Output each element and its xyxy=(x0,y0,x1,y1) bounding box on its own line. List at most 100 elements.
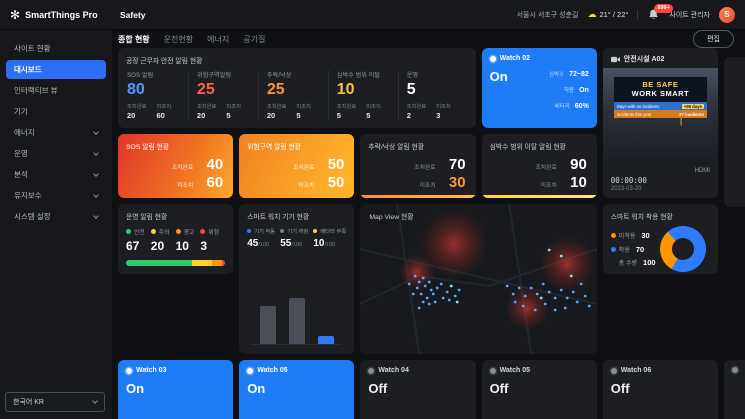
cctv-time: 00:00:00 xyxy=(610,176,647,185)
sidebar-item-system-settings[interactable]: 시스템 설정 xyxy=(6,207,106,226)
stat-label: 추락/낙상 xyxy=(266,72,292,79)
card-watch-list-item[interactable]: Watch 05 Off xyxy=(481,360,597,419)
sidebar-item-dashboard[interactable]: 대시보드 xyxy=(6,60,106,79)
map-canvas[interactable] xyxy=(360,204,597,354)
chevron-down-icon xyxy=(93,128,99,135)
sub-label: 미조치 xyxy=(366,104,381,110)
card-title: SOS 알림 현황 xyxy=(126,144,170,151)
camera-icon xyxy=(610,56,620,62)
stat-subs: 조치완료 5 미조치 5 xyxy=(337,102,390,120)
brand-name: SmartThings Pro xyxy=(25,9,98,20)
language-select-value: 한국어 KR xyxy=(13,399,44,406)
tab-overall-status[interactable]: 종합 현황 xyxy=(118,34,150,44)
card-watch-list-item[interactable]: Watch 06 Off xyxy=(602,360,718,419)
sidebar-item-devices[interactable]: 기기 xyxy=(6,102,106,121)
stat-label: 심박수 범위 이탈 xyxy=(336,72,381,79)
card-watch-list-item[interactable]: Watch 03 On xyxy=(118,360,234,419)
stat-subs: 조치완료 20 미조치 5 xyxy=(197,102,250,120)
tab-air-quality[interactable]: 공기질 xyxy=(243,34,266,44)
stat-rows: 조치완료 90 미조치 10 xyxy=(535,157,586,190)
stat-value: 5 xyxy=(406,81,416,98)
card-title: 운영 알림 현황 xyxy=(126,214,168,221)
card-watch-list-item-partial[interactable] xyxy=(723,360,745,419)
card-watch-02[interactable]: Watch 02 On 심박수 72~82 착용 On 배터리 60% xyxy=(481,48,597,128)
stat-total: /100 xyxy=(291,242,303,248)
card-danger-zone-alerts: 위험구역 알림 현황 조치완료 50 미조치 50 xyxy=(239,134,355,198)
tab-operation-status[interactable]: 운전현황 xyxy=(163,34,194,44)
card-cctv[interactable]: 안전시설 A02 BE SAFE WORK SMART xyxy=(602,48,718,198)
sidebar-item-label: 운영 xyxy=(14,149,28,158)
stat-subs: 조치완료 2 미조치 3 xyxy=(407,102,460,120)
legend-dot-icon xyxy=(150,229,156,234)
operation-bar-segment xyxy=(212,260,223,266)
stat-label: 미조치 xyxy=(298,183,315,189)
sidebar-item-site-status[interactable]: 사이트 현황 xyxy=(6,39,106,58)
legend-item-warning: 경고 10 xyxy=(175,227,201,253)
legend-value: 3 xyxy=(200,239,208,253)
sidebar-item-label: 에너지 xyxy=(14,128,35,137)
operation-legend: 안전 67 주의 20 경고 10 위험 3 xyxy=(126,227,225,253)
watch-state: On xyxy=(126,381,145,396)
notification-badge: 999+ xyxy=(654,4,673,13)
stat-label: 조치완료 xyxy=(535,165,557,171)
cctv-date: 2023-03-20 xyxy=(610,186,642,192)
sign-strip-incidents: Incidents this year 27 incidents xyxy=(613,110,707,118)
stat-label: 위험구역알림 xyxy=(196,72,232,79)
stat-total: /100 xyxy=(324,242,336,248)
card-watch-list-item[interactable]: Watch 04 Off xyxy=(360,360,476,419)
legend-item-danger: 위험 3 xyxy=(200,227,225,253)
stat-total: /100 xyxy=(258,242,270,248)
card-title: 추락/낙상 알림 현황 xyxy=(368,144,425,151)
device-stat-on: 기기 작동 45/100 xyxy=(247,227,280,249)
stat-label: 미조치 xyxy=(419,183,436,189)
sidebar-item-interactive-view[interactable]: 인터랙티브 뷰 xyxy=(6,81,106,100)
cctv-video-feed: BE SAFE WORK SMART Days with no incident… xyxy=(602,68,718,164)
notifications-button[interactable]: 999+ xyxy=(647,4,673,21)
language-select[interactable]: 한국어 KR xyxy=(5,392,105,412)
card-map-view: Map View 현황 xyxy=(360,204,597,354)
overview-stat-sos: SOS 알림 80 조치완료 20 미조치 60 xyxy=(126,70,188,120)
stat-value: 10 xyxy=(336,81,355,98)
card-watch-list-item[interactable]: Watch 05 On xyxy=(239,360,355,419)
user-role[interactable]: 사이트 관리자 xyxy=(669,11,710,19)
stat-value: 70 xyxy=(448,156,466,173)
stat-label: 배터리 부족 xyxy=(320,229,347,235)
sidebar-item-operations[interactable]: 운영 xyxy=(6,144,106,163)
sidebar-item-analysis[interactable]: 분석 xyxy=(6,165,106,184)
stat-label: 운영 xyxy=(406,72,419,79)
topbar-right: 서울시 서초구 성춘길 ☁ 21° / 22° 999+ 사이트 관리자 S xyxy=(517,4,745,23)
watch-name: Watch 04 xyxy=(378,367,409,374)
strip-value: 27 incidents xyxy=(679,111,704,117)
watch-state: Off xyxy=(368,381,388,396)
stat-label: 조치완료 xyxy=(293,165,315,171)
legend-value: 70 xyxy=(635,244,645,254)
watch-status-dot-icon xyxy=(731,367,738,373)
sub-value: 2 xyxy=(406,111,411,120)
stat-label: SOS 알림 xyxy=(127,72,154,79)
sidebar-item-maintenance[interactable]: 유지보수 xyxy=(6,186,106,205)
menu-safety[interactable]: Safety xyxy=(120,9,146,20)
device-stat-low-battery: 배터리 부족 10/100 xyxy=(313,227,346,249)
legend-dot-icon xyxy=(313,229,318,233)
stat-value: 45 xyxy=(247,238,259,249)
legend-value: 20 xyxy=(150,239,165,253)
weather: ☁ 21° / 22° xyxy=(587,10,628,20)
legend-label: 위험 xyxy=(208,230,220,236)
wearing-donut xyxy=(659,226,706,272)
watch-detail-rows: 심박수 72~82 착용 On 배터리 60% xyxy=(549,62,589,118)
device-bar xyxy=(288,297,305,344)
sidebar-item-energy[interactable]: 에너지 xyxy=(6,123,106,142)
edit-button[interactable]: 편집 xyxy=(693,30,734,48)
sub-label: 미조치 xyxy=(436,104,451,110)
avatar[interactable]: S xyxy=(719,6,735,23)
legend-value: 67 xyxy=(126,239,140,253)
tab-energy[interactable]: 에너지 xyxy=(207,34,230,44)
legend-item-safe: 안전 67 xyxy=(126,227,151,253)
legend-item-worn: 착용 70 xyxy=(610,244,656,254)
stat-value: 60 xyxy=(206,174,224,191)
watch-status-dot-icon xyxy=(610,367,617,374)
watch-name: Watch 05 xyxy=(257,367,288,374)
overview-stat-fall: 추락/낙상 25 조치완료 20 미조치 5 xyxy=(257,70,328,120)
legend-dot-icon xyxy=(175,229,181,234)
stat-rows: 조치완료 50 미조치 50 xyxy=(293,157,344,190)
